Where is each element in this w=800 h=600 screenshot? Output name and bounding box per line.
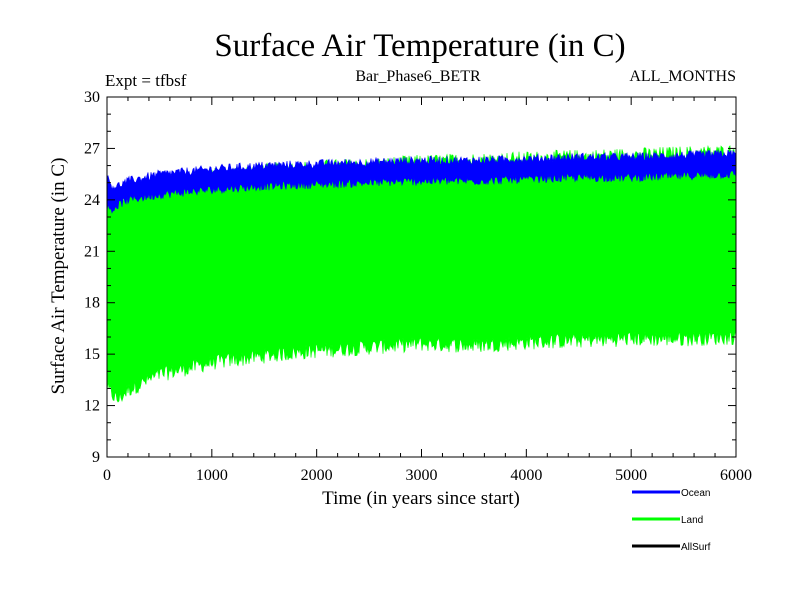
chart-title: Surface Air Temperature (in C) — [214, 28, 625, 64]
y-tick-label: 21 — [84, 243, 100, 260]
y-tick-label: 30 — [84, 89, 100, 106]
y-tick-label: 18 — [84, 295, 100, 312]
y-tick-label: 9 — [92, 449, 100, 466]
y-axis-label: Surface Air Temperature (in C) — [48, 158, 69, 395]
y-tick-label: 15 — [84, 346, 100, 363]
legend: Ocean Land AllSurf — [632, 488, 711, 553]
x-tick-label: 0 — [103, 467, 111, 484]
x-tick-label: 4000 — [510, 467, 542, 484]
x-tick-label: 1000 — [196, 467, 228, 484]
axes: 0 1000 2000 3000 4000 5000 6000 9 12 15 18 21 24 27 30 — [84, 89, 752, 484]
legend-label-land: Land — [681, 515, 703, 526]
y-tick-label: 27 — [84, 140, 100, 157]
legend-label-ocean: Ocean — [681, 488, 710, 499]
y-tick-label: 12 — [84, 398, 100, 415]
x-tick-label: 3000 — [406, 467, 438, 484]
experiment-label: Expt = tfbsf — [105, 71, 187, 90]
dataset-label: Bar_Phase6_BETR — [355, 68, 481, 85]
y-tick-label: 24 — [84, 192, 100, 209]
x-tick-label: 5000 — [615, 467, 647, 484]
x-tick-label: 6000 — [720, 467, 752, 484]
x-tick-label: 2000 — [301, 467, 333, 484]
months-label: ALL_MONTHS — [629, 68, 736, 85]
x-axis-label: Time (in years since start) — [322, 488, 520, 509]
legend-label-allsurf: AllSurf — [681, 542, 711, 553]
